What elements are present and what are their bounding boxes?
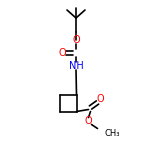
Text: NH: NH — [69, 61, 83, 71]
Text: O: O — [97, 95, 104, 105]
Text: O: O — [85, 116, 92, 126]
Text: O: O — [72, 35, 80, 45]
Text: O: O — [58, 48, 66, 58]
Text: CH₃: CH₃ — [105, 129, 120, 138]
